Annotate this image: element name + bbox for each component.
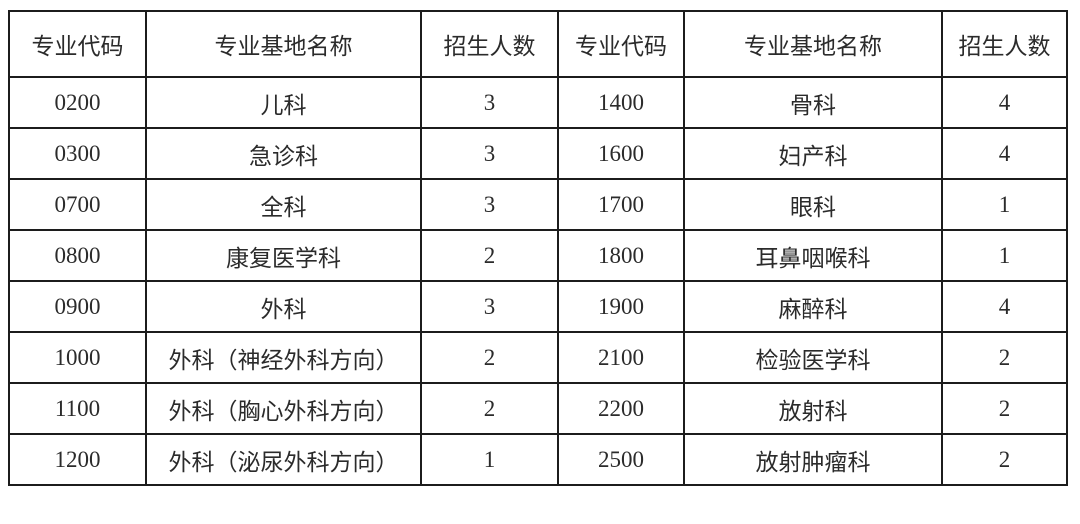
table-cell: 2 [420, 382, 559, 435]
table-cell: 0700 [8, 178, 147, 231]
table-cell: 1000 [8, 331, 147, 384]
table-cell: 1400 [557, 76, 685, 129]
table-cell: 1200 [8, 433, 147, 486]
table-cell: 4 [941, 127, 1068, 180]
table-cell: 2 [420, 229, 559, 282]
table-cell: 康复医学科 [145, 229, 422, 282]
column-header: 招生人数 [941, 10, 1068, 78]
column-header: 招生人数 [420, 10, 559, 78]
table-cell: 儿科 [145, 76, 422, 129]
table-cell: 骨科 [683, 76, 943, 129]
table-cell: 放射科 [683, 382, 943, 435]
column-header: 专业代码 [557, 10, 685, 78]
table-cell: 眼科 [683, 178, 943, 231]
table-cell: 2200 [557, 382, 685, 435]
table-cell: 外科 [145, 280, 422, 333]
table-cell: 耳鼻咽喉科 [683, 229, 943, 282]
table-cell: 放射肿瘤科 [683, 433, 943, 486]
header-row: 专业代码 专业基地名称 招生人数 专业代码 专业基地名称 招生人数 [8, 10, 1068, 78]
table-cell: 0300 [8, 127, 147, 180]
column-header: 专业基地名称 [683, 10, 943, 78]
table-cell: 2 [941, 382, 1068, 435]
table-cell: 外科（神经外科方向） [145, 331, 422, 384]
table-cell: 0800 [8, 229, 147, 282]
table-cell: 3 [420, 178, 559, 231]
table-cell: 2 [420, 331, 559, 384]
table-cell: 急诊科 [145, 127, 422, 180]
table-cell: 1700 [557, 178, 685, 231]
table-cell: 0200 [8, 76, 147, 129]
table-cell: 全科 [145, 178, 422, 231]
table-row: 1100 外科（胸心外科方向） 2 2200 放射科 2 [8, 382, 1068, 435]
table-cell: 1 [941, 229, 1068, 282]
table-cell: 外科（胸心外科方向） [145, 382, 422, 435]
column-header: 专业基地名称 [145, 10, 422, 78]
table-cell: 4 [941, 76, 1068, 129]
table-cell: 1 [941, 178, 1068, 231]
table-cell: 麻醉科 [683, 280, 943, 333]
table-cell: 3 [420, 127, 559, 180]
table-cell: 3 [420, 280, 559, 333]
table-cell: 1900 [557, 280, 685, 333]
table-cell: 3 [420, 76, 559, 129]
table-cell: 0900 [8, 280, 147, 333]
table-cell: 2100 [557, 331, 685, 384]
table-cell: 4 [941, 280, 1068, 333]
table-cell: 1100 [8, 382, 147, 435]
table-row: 0300 急诊科 3 1600 妇产科 4 [8, 127, 1068, 180]
table-row: 0900 外科 3 1900 麻醉科 4 [8, 280, 1068, 333]
table-row: 1200 外科（泌尿外科方向） 1 2500 放射肿瘤科 2 [8, 433, 1068, 486]
table-cell: 1600 [557, 127, 685, 180]
table-cell: 妇产科 [683, 127, 943, 180]
column-header: 专业代码 [8, 10, 147, 78]
table-cell: 1800 [557, 229, 685, 282]
table-body: 0200 儿科 3 1400 骨科 4 0300 急诊科 3 1600 妇产科 4 0700 全科 3 170… [8, 76, 1068, 486]
table-cell: 1 [420, 433, 559, 486]
table-row: 0200 儿科 3 1400 骨科 4 [8, 76, 1068, 129]
table-cell: 2 [941, 331, 1068, 384]
table-row: 0700 全科 3 1700 眼科 1 [8, 178, 1068, 231]
table-cell: 检验医学科 [683, 331, 943, 384]
table-cell: 2500 [557, 433, 685, 486]
table-row: 1000 外科（神经外科方向） 2 2100 检验医学科 2 [8, 331, 1068, 384]
table-cell: 2 [941, 433, 1068, 486]
table-row: 0800 康复医学科 2 1800 耳鼻咽喉科 1 [8, 229, 1068, 282]
table-cell: 外科（泌尿外科方向） [145, 433, 422, 486]
enrollment-table: 专业代码 专业基地名称 招生人数 专业代码 专业基地名称 招生人数 0200 儿科 3 1400… [8, 10, 1068, 486]
